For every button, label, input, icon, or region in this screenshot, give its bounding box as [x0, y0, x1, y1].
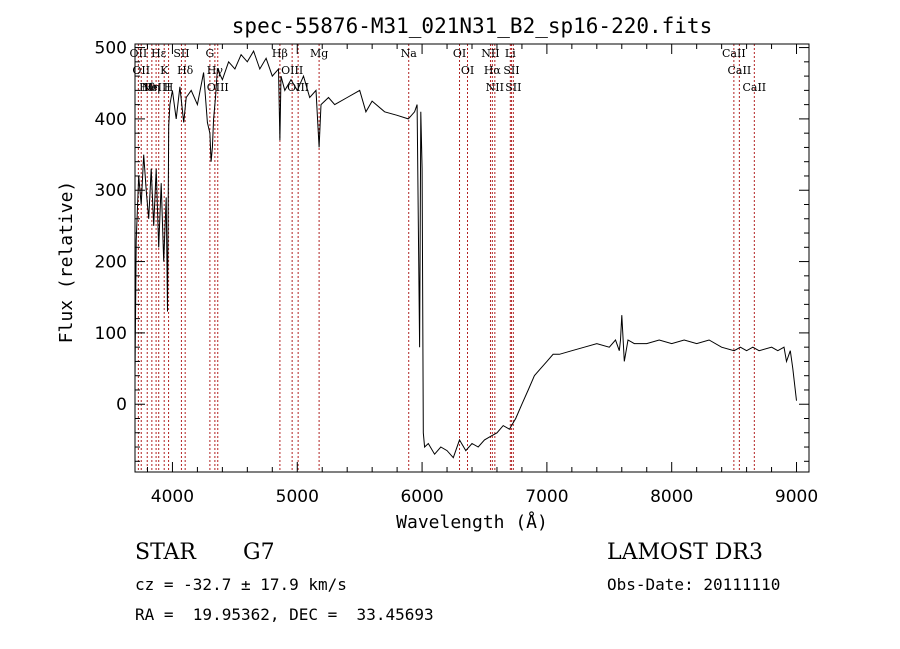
chart-title: spec-55876-M31_021N31_B2_sp16-220.fits	[232, 14, 712, 38]
y-tick-label: 100	[95, 324, 127, 344]
line-marker-label: Na	[401, 47, 418, 60]
line-marker-label: Hη	[144, 81, 160, 94]
line-marker-label: K	[160, 64, 169, 77]
redshift-velocity: cz = -32.7 ± 17.9 km/s	[135, 575, 347, 594]
line-marker-label: NeIII	[142, 81, 171, 94]
object-class: STAR	[135, 540, 196, 565]
line-marker-label: Hε	[151, 47, 167, 60]
line-marker-label: Mg	[310, 47, 328, 60]
x-tick-label: 9000	[775, 487, 818, 507]
line-marker-label: Hα	[484, 64, 502, 77]
line-marker-label: OIII	[281, 64, 303, 77]
line-marker-label: Hδ	[177, 64, 194, 77]
line-marker-label: OIII	[207, 81, 229, 94]
line-marker-label: Hγ	[207, 64, 224, 77]
survey-name: LAMOST DR3	[607, 540, 763, 565]
line-marker-label: OI	[461, 64, 474, 77]
line-marker-label: OII	[132, 64, 150, 77]
x-tick-label: 4000	[151, 487, 194, 507]
x-axis-ticks: 4000 5000 6000 7000 8000 9000	[146, 44, 818, 507]
ra-dec: RA = 19.95362, DEC = 33.45693	[135, 605, 434, 624]
y-tick-label: 0	[116, 395, 127, 415]
line-marker-label: NII	[486, 81, 504, 94]
spectrum-line	[134, 49, 797, 459]
plot-frame	[134, 43, 810, 473]
line-marker-label: SII	[173, 47, 189, 60]
line-marker-label: CaII	[742, 81, 766, 94]
line-marker-label: OII	[130, 47, 148, 60]
y-tick-label: 200	[95, 253, 127, 273]
y-tick-label: 500	[95, 39, 127, 59]
line-marker-label: Hθ	[139, 81, 156, 94]
x-tick-label: 8000	[650, 487, 693, 507]
x-axis-label: Wavelength (Å)	[396, 511, 548, 533]
object-subclass: G7	[243, 540, 275, 565]
y-axis-ticks: 0 100 200 300 400 500	[95, 39, 809, 462]
y-tick-label: 300	[95, 181, 127, 201]
line-marker-label: NII	[481, 47, 499, 60]
line-marker-label: Hβ	[272, 47, 288, 60]
line-marker-label: G	[205, 47, 214, 60]
x-tick-label: 7000	[525, 487, 568, 507]
line-marker-label: SII	[503, 64, 519, 77]
line-marker-label: H	[164, 81, 174, 94]
line-marker-label: OI	[453, 47, 466, 60]
y-tick-label: 400	[95, 110, 127, 130]
y-axis-label: Flux (relative)	[56, 181, 77, 344]
line-marker-label: SII	[505, 81, 521, 94]
line-markers	[137, 44, 755, 472]
x-tick-label: 5000	[276, 487, 319, 507]
x-tick-label: 6000	[400, 487, 443, 507]
observation-date: Obs-Date: 20111110	[607, 575, 781, 594]
line-marker-label: CaII	[728, 64, 752, 77]
line-marker-label: CaII	[722, 47, 746, 60]
line-marker-label: Li	[505, 47, 516, 60]
line-marker-labels: OIIOIIHθHηNeIIIHεKHSIIHδGHγOIIIHβOIIIOII…	[130, 47, 767, 94]
